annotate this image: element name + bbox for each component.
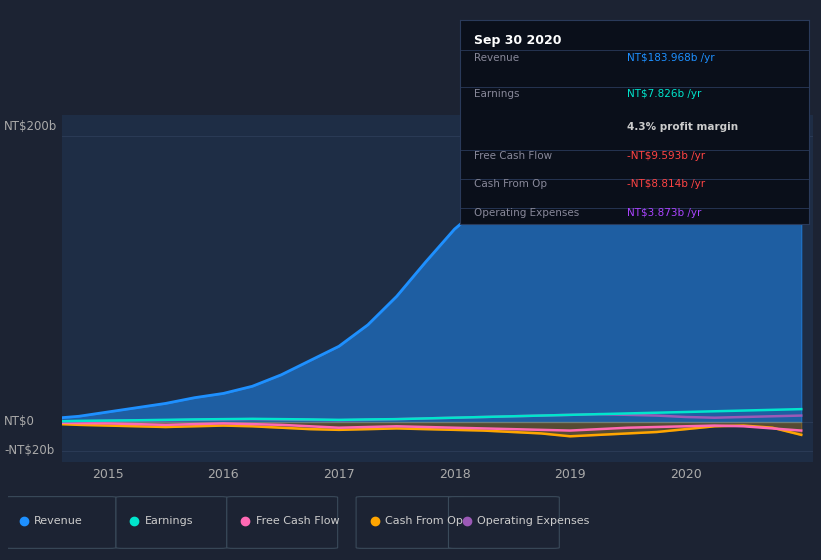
Text: Operating Expenses: Operating Expenses [478, 516, 589, 526]
Text: -NT$9.593b /yr: -NT$9.593b /yr [627, 151, 705, 161]
Text: Earnings: Earnings [474, 89, 519, 99]
FancyBboxPatch shape [116, 497, 227, 548]
Text: -NT$20b: -NT$20b [4, 444, 54, 457]
Text: Cash From Op: Cash From Op [385, 516, 463, 526]
FancyBboxPatch shape [356, 497, 467, 548]
Text: Cash From Op: Cash From Op [474, 179, 547, 189]
Text: Sep 30 2020: Sep 30 2020 [474, 34, 562, 47]
Text: 4.3% profit margin: 4.3% profit margin [627, 122, 738, 132]
Text: Operating Expenses: Operating Expenses [474, 208, 579, 218]
Text: Free Cash Flow: Free Cash Flow [474, 151, 552, 161]
Text: NT$3.873b /yr: NT$3.873b /yr [627, 208, 702, 218]
Text: Revenue: Revenue [474, 53, 519, 63]
Text: Free Cash Flow: Free Cash Flow [256, 516, 339, 526]
Text: NT$200b: NT$200b [4, 120, 57, 133]
Text: NT$0: NT$0 [4, 416, 35, 428]
Text: NT$7.826b /yr: NT$7.826b /yr [627, 89, 702, 99]
FancyBboxPatch shape [227, 497, 337, 548]
Text: Earnings: Earnings [145, 516, 194, 526]
Text: Revenue: Revenue [34, 516, 83, 526]
Text: -NT$8.814b /yr: -NT$8.814b /yr [627, 179, 705, 189]
FancyBboxPatch shape [448, 497, 559, 548]
Text: NT$183.968b /yr: NT$183.968b /yr [627, 53, 715, 63]
FancyBboxPatch shape [5, 497, 116, 548]
